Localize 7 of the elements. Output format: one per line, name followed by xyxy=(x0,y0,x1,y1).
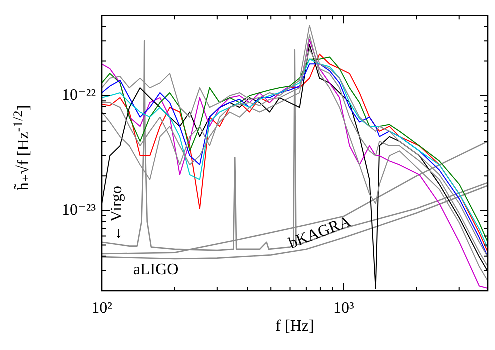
annotation: ← Virgo xyxy=(108,186,126,242)
x-axis-title: f [Hz] xyxy=(276,318,314,336)
annotation: aLIGO xyxy=(133,262,179,279)
y-tick-label: 10⁻²² xyxy=(62,87,96,104)
y-tick-label: 10⁻²³ xyxy=(62,202,96,219)
x-tick-label: 10² xyxy=(92,300,113,317)
x-tick-label: 10³ xyxy=(334,300,355,317)
